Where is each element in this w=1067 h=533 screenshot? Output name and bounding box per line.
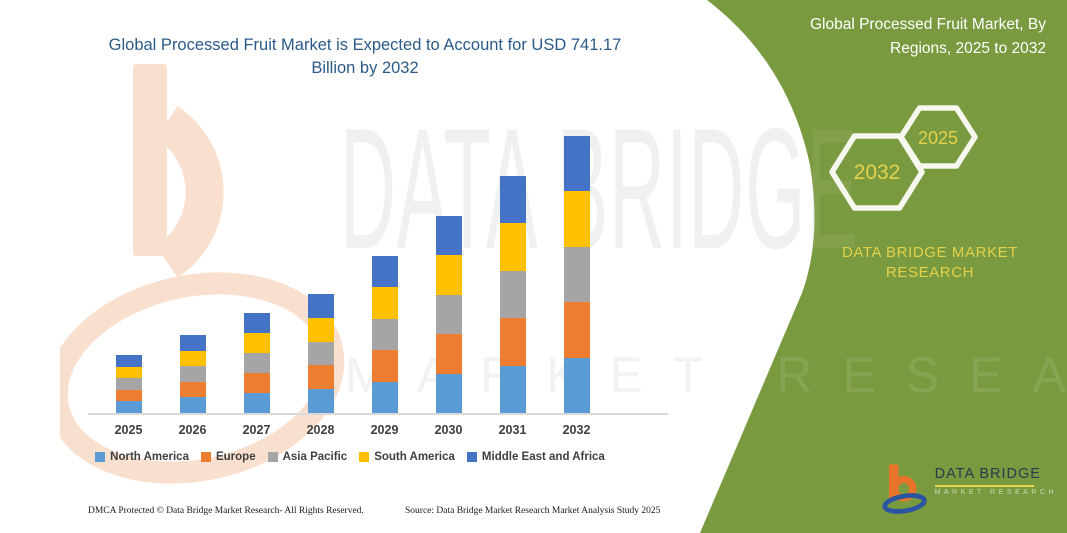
bar-segment bbox=[179, 335, 206, 351]
bar-2025 bbox=[115, 355, 142, 413]
legend-label: Middle East and Africa bbox=[481, 451, 605, 463]
bar-segment bbox=[435, 294, 462, 335]
legend-label: Asia Pacific bbox=[282, 451, 348, 463]
panel-title: Global Processed Fruit Market, By Region… bbox=[809, 16, 1046, 58]
bar-segment bbox=[243, 313, 270, 333]
bar-segment bbox=[115, 389, 142, 402]
data-bridge-logo: DATA BRIDGE MARKET RESEARCH bbox=[882, 458, 1057, 522]
bar-2030 bbox=[435, 216, 462, 413]
bar-segment bbox=[435, 373, 462, 413]
bar-segment bbox=[499, 223, 526, 271]
legend-swatch bbox=[359, 452, 370, 462]
plot-area bbox=[88, 95, 668, 413]
bar-2026 bbox=[179, 335, 206, 413]
data-bridge-b-icon bbox=[882, 464, 927, 514]
badge-year-end-label: 2025 bbox=[918, 128, 958, 148]
legend-item: Asia Pacific bbox=[267, 451, 348, 463]
bar-segment bbox=[563, 246, 590, 303]
year-badges: 2032 2025 bbox=[829, 105, 978, 211]
legend-swatch bbox=[200, 452, 211, 462]
legend-label: South America bbox=[374, 451, 455, 463]
bar-segment bbox=[499, 270, 526, 319]
bar-segment bbox=[307, 389, 334, 413]
bar-2031 bbox=[499, 176, 526, 413]
bar-segment bbox=[435, 334, 462, 374]
bar-2032 bbox=[563, 136, 590, 413]
bar-segment bbox=[179, 366, 206, 382]
bar-segment bbox=[499, 318, 526, 366]
bar-segment bbox=[115, 366, 142, 379]
x-axis-line bbox=[88, 413, 668, 415]
bar-segment bbox=[243, 353, 270, 373]
bar-segment bbox=[115, 355, 142, 367]
bar-segment bbox=[435, 255, 462, 295]
bar-2027 bbox=[243, 313, 270, 413]
bar-segment bbox=[243, 393, 270, 413]
bar-segment bbox=[371, 381, 398, 413]
legend-item: Middle East and Africa bbox=[466, 451, 605, 463]
logo-title: DATA BRIDGE bbox=[934, 466, 1041, 482]
bar-segment bbox=[243, 333, 270, 353]
bar-segment bbox=[179, 381, 206, 398]
bar-segment bbox=[563, 191, 590, 247]
logo-divider bbox=[934, 485, 1034, 487]
bar-segment bbox=[179, 397, 206, 413]
bar-segment bbox=[307, 365, 334, 390]
legend-swatch bbox=[466, 452, 477, 462]
legend-swatch bbox=[267, 452, 278, 462]
bar-segment bbox=[371, 318, 398, 351]
bar-segment bbox=[499, 176, 526, 224]
legend-label: North America bbox=[110, 451, 189, 463]
bar-segment bbox=[563, 357, 590, 413]
bar-segment bbox=[371, 256, 398, 288]
chart-title: Global Processed Fruit Market is Expecte… bbox=[108, 36, 622, 78]
bar-segment bbox=[563, 302, 590, 358]
legend-item: North America bbox=[95, 451, 189, 463]
legend-item: South America bbox=[359, 451, 455, 463]
legend-swatch bbox=[95, 452, 106, 462]
bar-segment bbox=[563, 136, 590, 192]
bar-2028 bbox=[307, 294, 334, 413]
footer-dmca-text: DMCA Protected © Data Bridge Market Rese… bbox=[88, 506, 364, 516]
bar-segment bbox=[307, 294, 334, 318]
bar-segment bbox=[115, 401, 142, 413]
logo-text-block: DATA BRIDGE MARKET RESEARCH bbox=[934, 458, 1057, 522]
bar-segment bbox=[115, 378, 142, 390]
legend-label: Europe bbox=[215, 451, 256, 463]
bar-segment bbox=[435, 216, 462, 256]
logo-subtitle: MARKET RESEARCH bbox=[934, 489, 1057, 496]
bar-segment bbox=[371, 350, 398, 382]
brand-wordmark: DATA BRIDGE MARKET RESEARCH bbox=[841, 244, 1019, 282]
legend-item: Europe bbox=[200, 451, 256, 463]
bar-segment bbox=[499, 365, 526, 413]
bar-segment bbox=[307, 317, 334, 342]
hexagon-badge-2032: 2032 bbox=[829, 133, 925, 211]
bar-segment bbox=[243, 373, 270, 393]
hexagon-badge-2025: 2025 bbox=[898, 105, 978, 169]
bar-segment bbox=[307, 341, 334, 366]
bar-segment bbox=[179, 350, 206, 367]
badge-year-start-label: 2032 bbox=[854, 161, 901, 184]
footer-source-text: Source: Data Bridge Market Research Mark… bbox=[405, 506, 661, 516]
chart-legend: North America Europe Asia Pacific South Ame… bbox=[0, 451, 700, 463]
bar-2029 bbox=[371, 256, 398, 413]
bar-segment bbox=[371, 287, 398, 319]
